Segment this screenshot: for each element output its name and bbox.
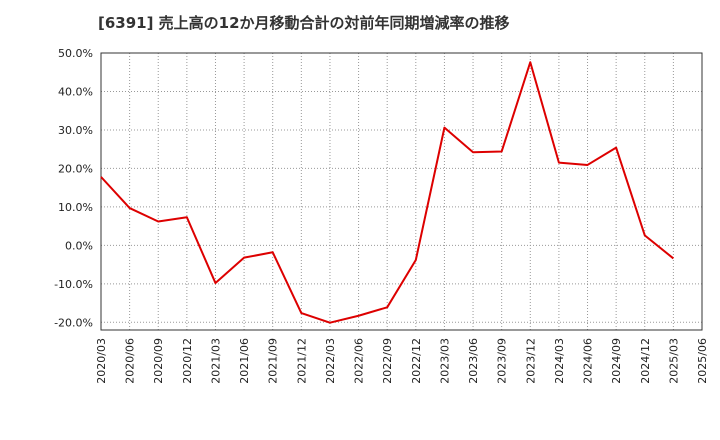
x-tick-label: 2025/06 [696, 338, 709, 384]
x-tick-label: 2020/03 [95, 338, 108, 384]
x-tick-label: 2020/06 [124, 338, 137, 384]
x-tick-label: 2023/06 [467, 338, 480, 384]
x-tick-label: 2020/09 [152, 338, 165, 384]
x-tick-label: 2021/09 [267, 338, 280, 384]
x-tick-label: 2021/03 [209, 338, 222, 384]
y-tick-label: 30.0% [58, 124, 93, 137]
x-tick-label: 2024/06 [582, 338, 595, 384]
x-tick-label: 2022/03 [324, 338, 337, 384]
plot-area [100, 52, 703, 331]
x-tick-label: 2022/12 [410, 338, 423, 384]
y-axis-ticks: 50.0% 40.0% 30.0% 20.0% 10.0% 0.0% -10.0% -20.0… [54, 47, 93, 329]
x-tick-label: 2022/09 [381, 338, 394, 384]
x-tick-label: 2023/12 [524, 338, 537, 384]
x-tick-label: 2024/03 [553, 338, 566, 384]
x-tick-label: 2025/03 [667, 338, 680, 384]
x-tick-label: 2022/06 [353, 338, 366, 384]
y-tick-label: -20.0% [54, 316, 93, 329]
x-tick-label: 2023/03 [438, 338, 451, 384]
grid-lines [100, 52, 703, 330]
x-tick-label: 2023/09 [496, 338, 509, 384]
x-axis-ticks: 2020/03 2020/06 2020/09 2020/12 2021/03 2021/… [95, 338, 709, 384]
series-line [100, 61, 675, 324]
y-tick-label: 50.0% [58, 47, 93, 60]
y-tick-label: 40.0% [58, 85, 93, 98]
x-tick-label: 2021/06 [238, 338, 251, 384]
y-tick-label: 0.0% [65, 239, 93, 252]
y-tick-label: 20.0% [58, 162, 93, 175]
x-tick-label: 2021/12 [295, 338, 308, 384]
x-tick-label: 2024/09 [610, 338, 623, 384]
x-tick-label: 2020/12 [181, 338, 194, 384]
y-tick-label: 10.0% [58, 201, 93, 214]
chart-title: [6391] 売上高の12か月移動合計の対前年同期増減率の推移 [98, 14, 510, 32]
y-tick-label: -10.0% [54, 278, 93, 291]
x-tick-label: 2024/12 [639, 338, 652, 384]
series-layer [100, 61, 675, 324]
